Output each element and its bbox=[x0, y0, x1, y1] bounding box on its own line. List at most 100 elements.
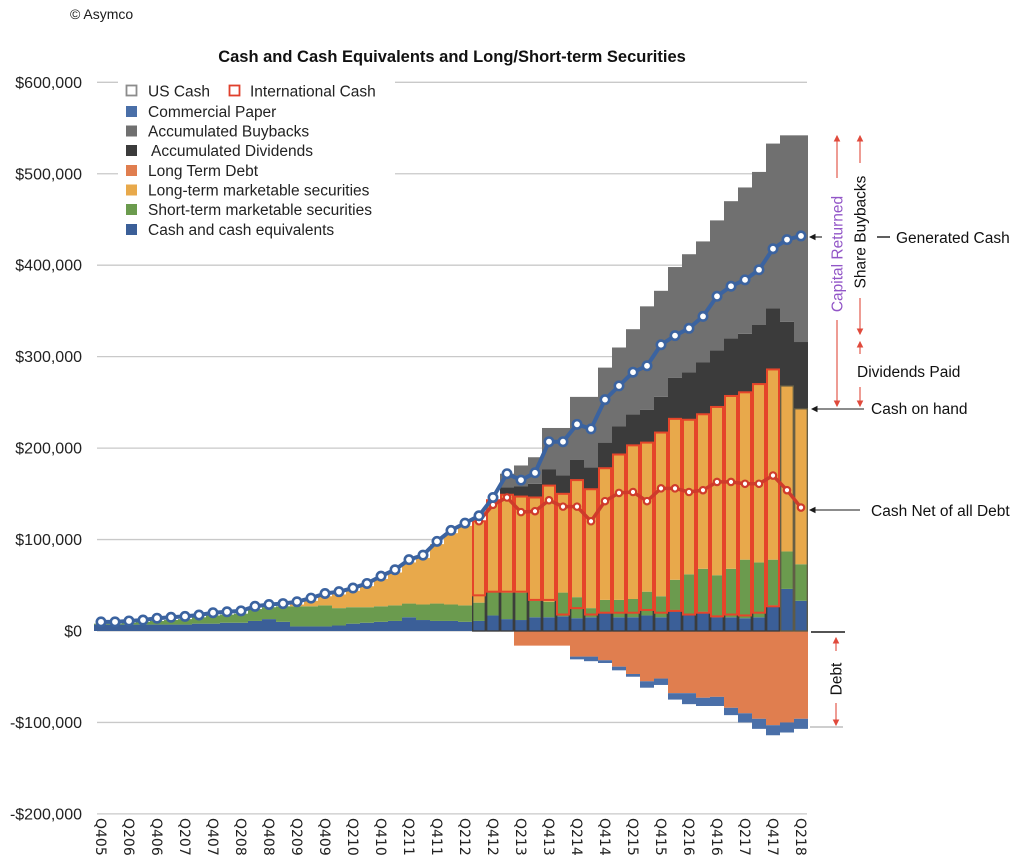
bar-cash-equivalents bbox=[164, 624, 178, 631]
copyright-text: © Asymco bbox=[70, 6, 133, 22]
bar-cash-equivalents bbox=[136, 624, 150, 631]
bar-accumulated-buybacks bbox=[668, 267, 682, 378]
bar-cash-equivalents bbox=[234, 622, 248, 631]
legend-swatch-commercial-paper bbox=[126, 106, 137, 117]
bar-long-term-securities bbox=[416, 557, 430, 605]
bar-long-term-debt bbox=[724, 631, 738, 708]
bar-long-term-securities bbox=[472, 521, 486, 603]
bar-accumulated-dividends bbox=[598, 442, 612, 469]
bar-long-term-debt bbox=[584, 631, 598, 657]
net-cash-point bbox=[712, 477, 722, 487]
bar-outlines bbox=[472, 368, 808, 632]
bar-commercial-paper bbox=[598, 660, 612, 664]
bar-accumulated-dividends bbox=[654, 396, 668, 433]
international-cash-outline bbox=[640, 441, 654, 611]
bar-short-term-securities bbox=[430, 603, 444, 621]
international-cash-outline bbox=[626, 444, 640, 614]
bar-short-term-securities bbox=[234, 613, 248, 623]
international-cash-outline bbox=[556, 492, 570, 616]
bar-short-term-securities bbox=[374, 606, 388, 622]
legend-swatch-cash-equivalents bbox=[126, 224, 137, 235]
legend-item-short-term-securities: Short-term marketable securities bbox=[126, 202, 372, 219]
bar-long-term-securities bbox=[528, 497, 542, 601]
bar-cash-equivalents bbox=[542, 617, 556, 631]
generated-cash-point bbox=[109, 616, 121, 628]
bar-cash-equivalents bbox=[94, 624, 108, 631]
bar-accumulated-dividends bbox=[570, 459, 584, 481]
generated-cash-point bbox=[305, 592, 317, 604]
bar-long-term-securities bbox=[542, 485, 556, 602]
bar-long-term-securities bbox=[612, 454, 626, 600]
net-cash-point bbox=[698, 485, 708, 495]
bar-accumulated-dividends bbox=[612, 426, 626, 455]
net-cash-point bbox=[586, 516, 596, 526]
bar-short-term-securities bbox=[682, 574, 696, 616]
generated-cash-point bbox=[249, 600, 261, 612]
bar-cash-equivalents bbox=[318, 626, 332, 631]
generated-cash-point bbox=[333, 586, 345, 598]
net-cash-point bbox=[782, 485, 792, 495]
bar-long-term-securities bbox=[360, 586, 374, 608]
generated-cash-point bbox=[207, 607, 219, 619]
generated-cash-point bbox=[613, 380, 625, 392]
bar-long-term-securities bbox=[682, 419, 696, 575]
bar-accumulated-buybacks bbox=[696, 241, 710, 363]
bar-cash-equivalents bbox=[276, 621, 290, 631]
legend-item-commercial-paper: Commercial Paper bbox=[126, 104, 276, 121]
bar-cash-equivalents bbox=[402, 617, 416, 631]
bar-cash-equivalents bbox=[724, 617, 738, 631]
bar-short-term-securities bbox=[360, 607, 374, 623]
generated-cash-annotation: Generated Cash bbox=[896, 230, 1010, 247]
net-cash-point bbox=[628, 487, 638, 497]
generated-cash-point bbox=[627, 366, 639, 378]
bar-long-term-debt bbox=[598, 631, 612, 661]
generated-cash-point bbox=[277, 598, 289, 610]
x-tick-label: Q410 bbox=[372, 818, 388, 856]
bar-accumulated-dividends bbox=[500, 487, 514, 495]
y-tick-label: $600,000 bbox=[15, 75, 82, 92]
bar-cash-equivalents bbox=[108, 624, 122, 631]
generated-cash-point bbox=[697, 310, 709, 322]
bar-cash-equivalents bbox=[122, 624, 136, 631]
bar-short-term-securities bbox=[248, 609, 262, 621]
bar-cash-equivalents bbox=[388, 620, 402, 631]
generated-cash-point bbox=[445, 524, 457, 536]
bar-long-term-debt bbox=[640, 631, 654, 682]
bar-short-term-securities bbox=[290, 606, 304, 627]
generated-cash-point bbox=[361, 577, 373, 589]
bar-accumulated-dividends bbox=[668, 377, 682, 419]
bar-cash-equivalents bbox=[528, 617, 542, 631]
bar-long-term-debt bbox=[528, 631, 542, 646]
bar-cash-equivalents bbox=[556, 616, 570, 631]
bar-cash-equivalents bbox=[206, 623, 220, 631]
bar-short-term-securities bbox=[612, 599, 626, 618]
bar-accumulated-dividends bbox=[542, 469, 556, 486]
legend-swatch-accumulated-dividends bbox=[126, 145, 137, 156]
generated-cash-point bbox=[221, 606, 233, 618]
bar-cash-equivalents bbox=[654, 617, 668, 631]
bar-long-term-debt bbox=[682, 631, 696, 694]
y-tick-label: $500,000 bbox=[15, 166, 82, 183]
bar-long-term-debt bbox=[696, 631, 710, 698]
bar-commercial-paper bbox=[612, 666, 626, 671]
legend-item-long-term-securities: Long-term marketable securities bbox=[126, 183, 370, 200]
bar-long-term-debt bbox=[710, 631, 724, 697]
bar-long-term-debt bbox=[556, 631, 570, 646]
bar-short-term-securities bbox=[724, 568, 738, 618]
generated-cash-point bbox=[753, 264, 765, 276]
bar-cash-equivalents bbox=[192, 623, 206, 631]
debt-annotation: Debt bbox=[829, 662, 846, 695]
bar-cash-equivalents bbox=[668, 609, 682, 631]
bar-accumulated-dividends bbox=[682, 372, 696, 420]
legend-swatch-international-cash bbox=[228, 84, 241, 97]
international-cash-outline bbox=[738, 391, 752, 617]
bar-cash-equivalents bbox=[570, 618, 584, 631]
bar-long-term-securities bbox=[710, 406, 724, 576]
bar-short-term-securities bbox=[752, 562, 766, 618]
international-cash-outline bbox=[696, 413, 710, 614]
dividends-paid-annotation: Dividends Paid bbox=[857, 364, 960, 381]
bar-short-term-securities bbox=[738, 559, 752, 619]
generated-cash-point bbox=[137, 614, 149, 626]
net-cash-point bbox=[502, 493, 512, 502]
